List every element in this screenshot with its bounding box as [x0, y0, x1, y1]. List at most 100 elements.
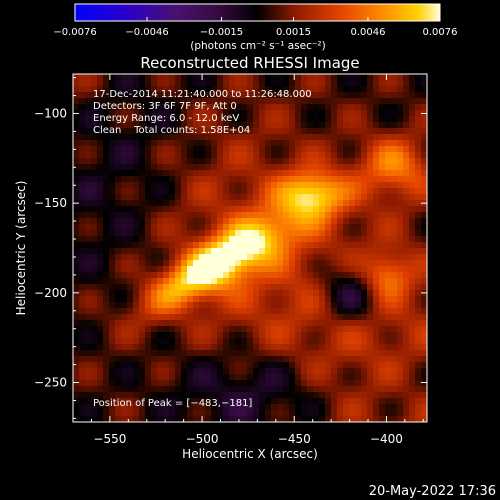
heatmap-cell [355, 86, 361, 92]
heatmap-cell [73, 284, 79, 290]
heatmap-cell [79, 182, 85, 188]
heatmap-cell [139, 308, 145, 314]
heatmap-cell [187, 176, 193, 182]
heatmap-cell [271, 206, 277, 212]
heatmap-cell [145, 308, 151, 314]
heatmap-cell [367, 284, 373, 290]
heatmap-cell [349, 182, 355, 188]
heatmap-cell [289, 134, 295, 140]
heatmap-cell [373, 80, 379, 86]
heatmap-cell [337, 176, 343, 182]
heatmap-cell [295, 218, 301, 224]
colorbar-gradient [74, 3, 441, 22]
heatmap-cell [133, 380, 139, 386]
heatmap-cell [175, 92, 181, 98]
heatmap-cell [265, 260, 271, 266]
heatmap-cell [241, 248, 247, 254]
heatmap-cell [151, 236, 157, 242]
heatmap-cell [295, 182, 301, 188]
heatmap-cell [367, 122, 373, 128]
heatmap-cell [235, 374, 241, 380]
heatmap-cell [187, 134, 193, 140]
heatmap-cell [379, 86, 385, 92]
heatmap-cell [133, 284, 139, 290]
heatmap-cell [289, 92, 295, 98]
heatmap-cell [331, 200, 337, 206]
heatmap-cell [337, 362, 343, 368]
heatmap-cell [205, 230, 211, 236]
heatmap-cell [127, 350, 133, 356]
heatmap-cell [217, 320, 223, 326]
heatmap-cell [217, 362, 223, 368]
heatmap-cell [415, 158, 421, 164]
heatmap-cell [259, 188, 265, 194]
heatmap-cell [295, 152, 301, 158]
heatmap-cell [283, 278, 289, 284]
heatmap-cell [121, 338, 127, 344]
heatmap-cell [187, 254, 193, 260]
heatmap-cell [157, 74, 163, 80]
heatmap-cell [367, 386, 373, 392]
heatmap-cell [145, 284, 151, 290]
heatmap-cell [187, 182, 193, 188]
heatmap-cell [205, 350, 211, 356]
heatmap-cell [265, 314, 271, 320]
heatmap-cell [319, 272, 325, 278]
heatmap-cell [217, 254, 223, 260]
heatmap-cell [379, 104, 385, 110]
heatmap-cell [331, 164, 337, 170]
heatmap-cell [361, 302, 367, 308]
heatmap-cell [193, 116, 199, 122]
heatmap-cell [379, 356, 385, 362]
colorbar: −0.0076 −0.0046 −0.0015 0.0015 0.0046 0.0076 … [53, 3, 458, 52]
heatmap-cell [193, 290, 199, 296]
heatmap-cell [229, 284, 235, 290]
heatmap-cell [181, 182, 187, 188]
heatmap-cell [247, 290, 253, 296]
heatmap-cell [307, 98, 313, 104]
heatmap-cell [367, 362, 373, 368]
heatmap-cell [163, 320, 169, 326]
heatmap-cell [373, 164, 379, 170]
info-line-detectors: Detectors: 3F 6F 7F 9F, Att 0 [93, 101, 237, 112]
heatmap-cell [271, 128, 277, 134]
heatmap-cell [379, 140, 385, 146]
heatmap-cell [151, 344, 157, 350]
heatmap-cell [109, 332, 115, 338]
heatmap-cell [145, 278, 151, 284]
heatmap-cell [151, 128, 157, 134]
heatmap-cell [241, 356, 247, 362]
heatmap-cell [115, 386, 121, 392]
heatmap-cell [235, 332, 241, 338]
heatmap-cell [157, 146, 163, 152]
heatmap-cell [187, 332, 193, 338]
heatmap-cell [223, 344, 229, 350]
heatmap-cell [421, 350, 427, 356]
heatmap-cell [307, 188, 313, 194]
heatmap-cell [253, 380, 259, 386]
heatmap-cell [97, 332, 103, 338]
heatmap-cell [85, 404, 91, 410]
heatmap-cell [379, 350, 385, 356]
heatmap-cell [295, 362, 301, 368]
heatmap-cell [403, 80, 409, 86]
heatmap-cell [253, 128, 259, 134]
heatmap-cell [211, 116, 217, 122]
heatmap-cell [151, 368, 157, 374]
heatmap-cell [265, 416, 271, 422]
heatmap-cell [313, 152, 319, 158]
heatmap-cell [91, 116, 97, 122]
heatmap-cell [235, 302, 241, 308]
heatmap-cell [289, 416, 295, 422]
heatmap-cell [121, 212, 127, 218]
heatmap-cell [121, 218, 127, 224]
heatmap-cell [325, 152, 331, 158]
heatmap-cell [343, 164, 349, 170]
heatmap-cell [217, 230, 223, 236]
heatmap-cell [289, 284, 295, 290]
heatmap-cell [385, 116, 391, 122]
heatmap-cell [217, 236, 223, 242]
heatmap-cell [199, 188, 205, 194]
heatmap-cell [253, 182, 259, 188]
heatmap-cell [109, 206, 115, 212]
